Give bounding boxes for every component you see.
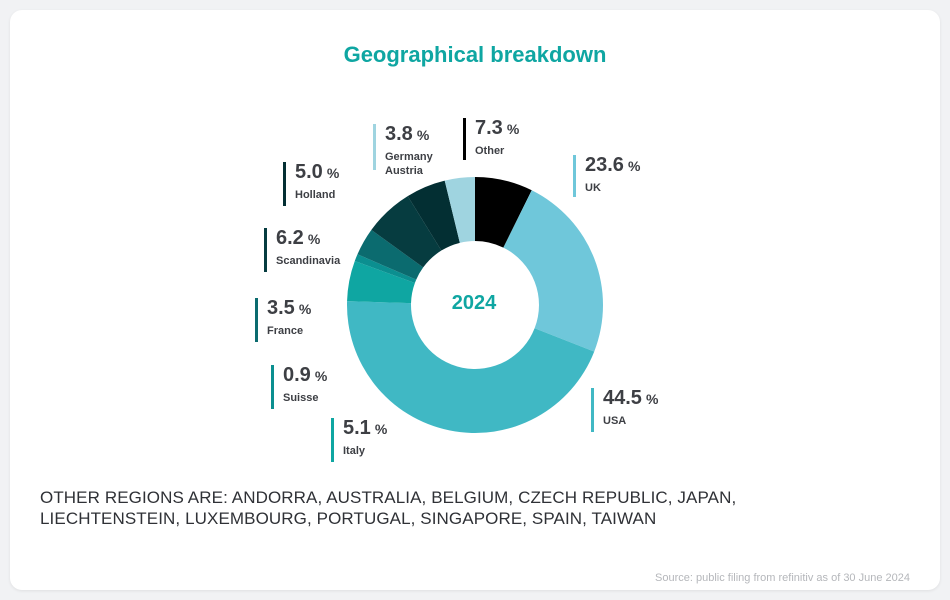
slice-value: 23.6 (585, 154, 624, 176)
slice-value: 3.8 (385, 123, 413, 145)
donut-slice-scandinavia (371, 196, 442, 268)
slice-value: 5.0 (295, 161, 323, 183)
source-footnote: Source: public filing from refinitiv as … (655, 572, 910, 584)
slice-label-usa: 44.5% USA (591, 388, 658, 432)
slice-value: 7.3 (475, 117, 503, 139)
slice-label-germany-austria: 3.8% Germany Austria (373, 123, 433, 177)
slice-label-italy: 5.1% Italy (331, 418, 387, 462)
slice-label-scandinavia: 6.2% Scandinavia (264, 228, 340, 272)
donut-slice-france (357, 229, 424, 280)
slice-label-france: 3.5% France (255, 298, 311, 342)
center-year-label: 2024 (451, 292, 497, 314)
slice-label-holland: 5.0% Holland (283, 162, 339, 206)
other-regions-note: OTHER REGIONS ARE: ANDORRA, AUSTRALIA, B… (40, 488, 737, 528)
slice-name: Other (475, 145, 505, 157)
slice-name: France (267, 325, 304, 337)
donut-slice-usa (347, 301, 595, 434)
donut-slice-suisse (354, 254, 417, 284)
slice-value: 0.9 (283, 364, 311, 386)
donut-slice-germany-austria (444, 177, 475, 243)
slice-name: Scandinavia (276, 255, 341, 267)
slice-name: UK (585, 182, 601, 194)
chart-card (10, 10, 940, 590)
donut-slice-other (475, 177, 532, 248)
slice-name: USA (603, 415, 627, 427)
slice-value: 5.1 (343, 417, 371, 439)
donut-slice-italy (347, 261, 415, 304)
slice-label-suisse: 0.9% Suisse (271, 365, 327, 409)
slice-name: Holland (295, 189, 336, 201)
slice-label-other: 7.3% Other (463, 118, 519, 160)
slice-name: Germany Austria (385, 151, 433, 177)
slice-label-uk: 23.6% UK (573, 155, 640, 197)
chart-title: Geographical breakdown (343, 42, 607, 67)
slice-value: 3.5 (267, 297, 295, 319)
slice-name: Suisse (283, 392, 319, 404)
slice-value: 6.2 (276, 227, 304, 249)
donut-slice-uk (503, 190, 603, 352)
donut-slice-holland (407, 180, 460, 251)
slice-name: Italy (343, 445, 366, 457)
slice-value: 44.5 (603, 387, 642, 409)
